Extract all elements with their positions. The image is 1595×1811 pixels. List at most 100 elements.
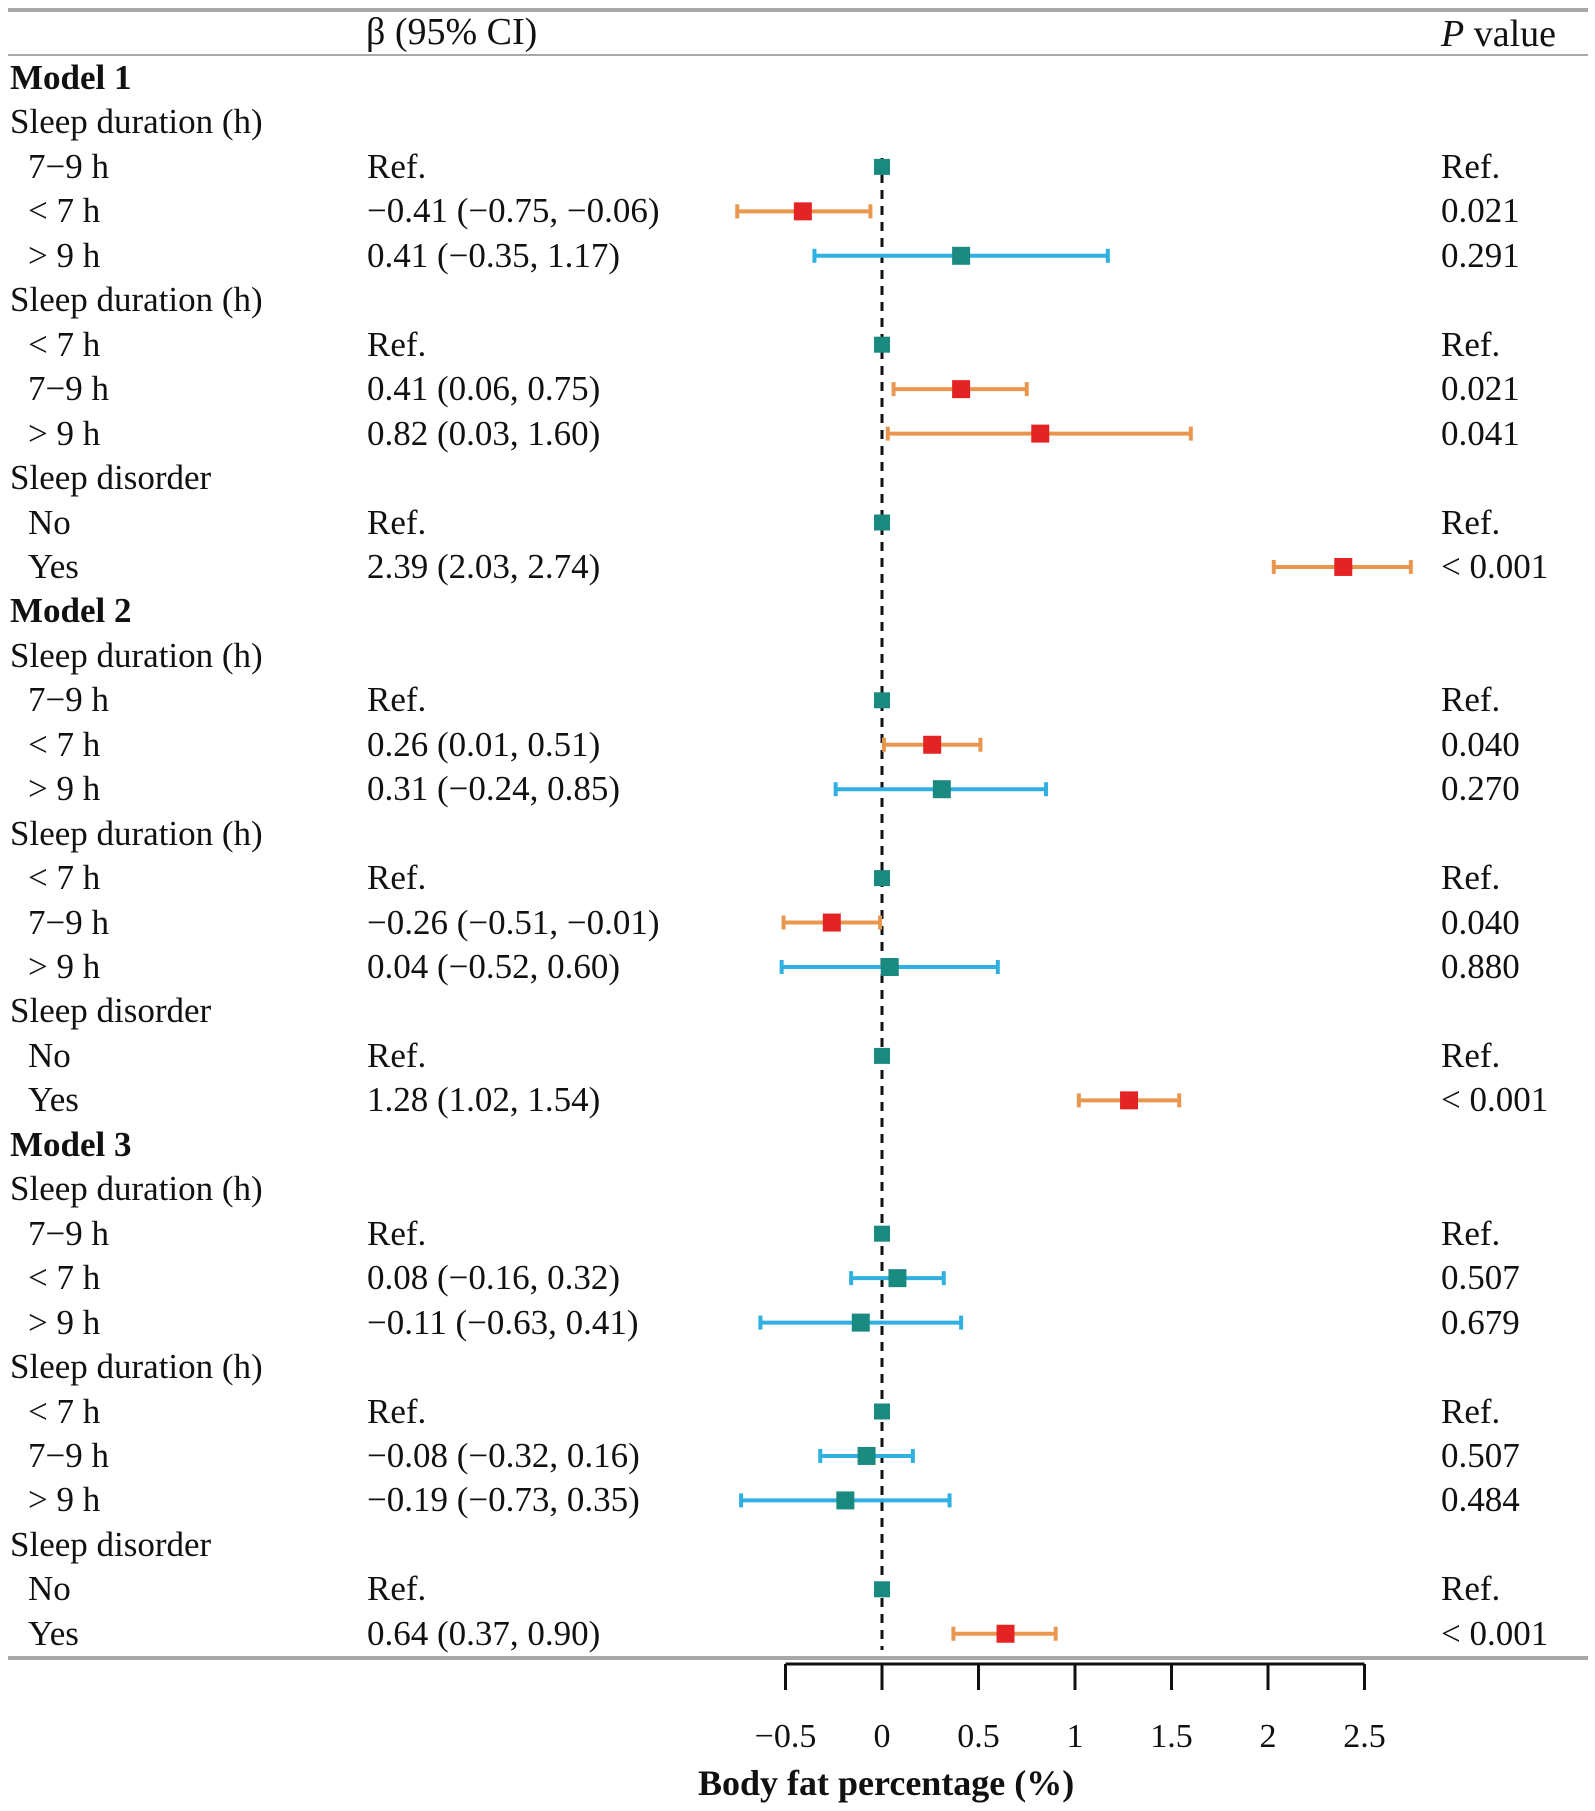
reference-point (874, 870, 890, 887)
row-label: > 9 h (28, 235, 101, 275)
group-heading: Sleep duration (h) (10, 1347, 263, 1387)
reference-point (874, 1581, 890, 1598)
x-tick-label: 1 (1067, 1718, 1084, 1755)
row-label: 7−9 h (28, 680, 109, 720)
group-heading: Sleep duration (h) (10, 102, 263, 142)
beta-ci-text: 0.04 (−0.52, 0.60) (367, 947, 621, 986)
beta-ci-text: Ref. (367, 1569, 427, 1609)
p-value-text: Ref. (1441, 1391, 1501, 1431)
p-value-text: Ref. (1441, 1035, 1501, 1075)
p-value-text: 0.291 (1441, 235, 1520, 275)
group-heading: Sleep disorder (10, 991, 212, 1031)
row-label: > 9 h (28, 413, 101, 453)
p-value-text: Ref. (1441, 146, 1501, 186)
p-value-header-italic: P (1441, 13, 1465, 55)
point-estimate (851, 1313, 870, 1332)
row-label: 7−9 h (28, 146, 109, 186)
beta-ci-text: 1.28 (1.02, 1.54) (367, 1080, 601, 1120)
beta-ci-text: Ref. (367, 680, 427, 720)
top-rule (8, 8, 1588, 12)
point-estimate (822, 913, 841, 932)
p-value-text: 0.679 (1441, 1302, 1520, 1342)
x-tick-label: 1.5 (1150, 1718, 1193, 1755)
row-label: < 7 h (28, 858, 101, 898)
x-tick-label: 2.5 (1343, 1718, 1386, 1755)
reference-point (874, 1047, 890, 1064)
p-value-text: Ref. (1441, 324, 1501, 364)
reference-point (874, 1225, 890, 1242)
point-estimate (996, 1624, 1015, 1643)
point-estimate (923, 735, 942, 754)
row-label: Yes (28, 1613, 79, 1653)
beta-ci-text: 2.39 (2.03, 2.74) (367, 546, 601, 586)
row-label: No (28, 1569, 71, 1609)
p-value-text: 0.040 (1441, 902, 1520, 942)
row-label: < 7 h (28, 724, 101, 764)
beta-ci-text: Ref. (367, 1391, 427, 1431)
group-heading: Sleep disorder (10, 458, 212, 498)
row-label: < 7 h (28, 191, 101, 231)
p-value-text: 0.041 (1441, 413, 1520, 453)
header-rule (8, 54, 1588, 56)
row-label: < 7 h (28, 324, 101, 364)
group-heading: Sleep duration (h) (10, 1169, 263, 1209)
point-estimate (932, 780, 951, 799)
p-value-header-rest: value (1464, 13, 1557, 55)
p-value-text: 0.484 (1441, 1480, 1520, 1520)
beta-ci-column-header: β (95% CI) (366, 10, 537, 54)
beta-ci-text: −0.19 (−0.73, 0.35) (367, 1480, 640, 1520)
point-estimate (836, 1491, 855, 1510)
beta-ci-text: −0.41 (−0.75, −0.06) (367, 191, 660, 231)
row-label: > 9 h (28, 1302, 101, 1342)
p-value-text: Ref. (1441, 1213, 1501, 1253)
reference-point (874, 336, 890, 353)
reference-point (874, 1403, 890, 1420)
x-tick-label: 0 (874, 1718, 891, 1755)
p-value-text: Ref. (1441, 502, 1501, 542)
point-estimate (888, 1269, 907, 1288)
row-label: < 7 h (28, 1391, 101, 1431)
p-value-text: 0.507 (1441, 1435, 1520, 1475)
row-label: Yes (28, 1080, 79, 1120)
beta-ci-text: 0.82 (0.03, 1.60) (367, 413, 601, 453)
beta-ci-text: Ref. (367, 146, 427, 186)
p-value-text: 0.270 (1441, 769, 1520, 809)
p-value-text: 0.880 (1441, 947, 1520, 986)
row-label: < 7 h (28, 1258, 101, 1298)
beta-ci-text: −0.08 (−0.32, 0.16) (367, 1435, 640, 1475)
row-label: > 9 h (28, 1480, 101, 1520)
model-heading: Model 1 (10, 58, 132, 97)
group-heading: Sleep disorder (10, 1524, 212, 1564)
p-value-text: Ref. (1441, 858, 1501, 898)
point-estimate (952, 380, 971, 399)
model-heading: Model 2 (10, 591, 132, 631)
beta-ci-text: −0.26 (−0.51, −0.01) (367, 902, 660, 942)
row-label: No (28, 1035, 71, 1075)
beta-ci-header-text: β (95% CI) (366, 11, 538, 53)
row-label: 7−9 h (28, 902, 109, 942)
beta-ci-text: 0.26 (0.01, 0.51) (367, 724, 601, 764)
p-value-text: 0.021 (1441, 369, 1520, 409)
row-label: Yes (28, 546, 79, 586)
point-estimate (952, 246, 971, 265)
beta-ci-text: 0.41 (−0.35, 1.17) (367, 235, 621, 275)
reference-point (874, 692, 890, 709)
group-heading: Sleep duration (h) (10, 280, 263, 320)
row-label: 7−9 h (28, 1435, 109, 1475)
p-value-column-header: P value (1441, 12, 1556, 56)
beta-ci-text: Ref. (367, 1035, 427, 1075)
group-heading: Sleep duration (h) (10, 635, 263, 675)
beta-ci-text: Ref. (367, 502, 427, 542)
beta-ci-text: Ref. (367, 1213, 427, 1253)
x-tick-label: −0.5 (755, 1718, 817, 1755)
row-label: No (28, 502, 71, 542)
beta-ci-text: 0.08 (−0.16, 0.32) (367, 1258, 621, 1298)
p-value-text: 0.040 (1441, 724, 1520, 764)
reference-point (874, 158, 890, 175)
group-heading: Sleep duration (h) (10, 813, 263, 853)
p-value-text: 0.021 (1441, 191, 1520, 231)
point-estimate (1031, 424, 1050, 443)
x-tick-label: 0.5 (957, 1718, 1000, 1755)
